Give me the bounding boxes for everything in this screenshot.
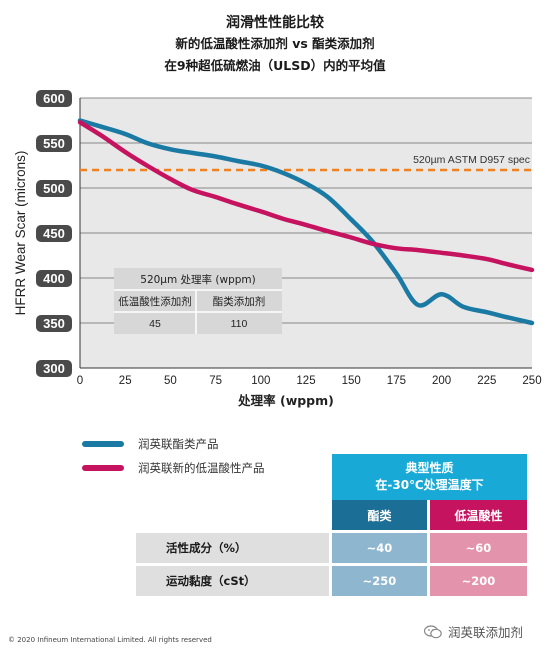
cell-viscosity-ester: ~250 (332, 566, 427, 596)
row-label-viscosity: 运动黏度（cSt） (136, 566, 329, 596)
y-tick-label: 600 (43, 91, 65, 106)
series-line-acid (77, 120, 535, 273)
cell-active-acid: ~60 (430, 533, 527, 563)
y-tick-badge (36, 360, 72, 377)
inset-table-header: 520µm 处理率 (wppm) (140, 273, 255, 286)
x-tick-label: 0 (77, 375, 83, 387)
x-tick-label: 200 (432, 375, 451, 387)
spec-reference-label: 520µm ASTM D957 spec (413, 154, 530, 166)
legend-swatch-acid (82, 465, 124, 471)
x-tick-label: 75 (209, 375, 222, 387)
properties-header-line1: 典型性质 (405, 461, 454, 475)
y-tick-label: 300 (43, 361, 65, 376)
y-tick-label: 400 (43, 271, 65, 286)
properties-col-ester: 酯类 (332, 500, 427, 530)
y-tick-badge (36, 225, 72, 242)
inset-table-value-acid: 45 (149, 318, 161, 330)
x-tick-label: 25 (119, 375, 132, 387)
y-tick-label: 450 (43, 226, 65, 241)
legend-item-acid: 润英联新的低温酸性产品 (82, 460, 265, 476)
properties-table-header: 典型性质 在-30℃处理温度下 (332, 454, 527, 500)
x-tick-label: 250 (522, 375, 541, 387)
line-chart: 300 350 400 450 500 550 600 0 25 50 75 100 125 150 175… (13, 90, 542, 408)
legend-label-ester: 润英联酯类产品 (138, 437, 219, 451)
x-tick-label: 100 (251, 375, 270, 387)
y-tick-badge (36, 135, 72, 152)
y-tick-label: 500 (43, 181, 65, 196)
series-line-ester (77, 118, 535, 326)
row-label-active: 活性成分（%） (136, 533, 329, 563)
inset-table-col-ester: 酯类添加剂 (213, 295, 266, 308)
y-tick-badge (36, 270, 72, 287)
y-tick-badge (36, 315, 72, 332)
chart-title: 润滑性性能比较 (226, 15, 324, 31)
x-tick-label: 175 (387, 375, 406, 387)
x-axis-title: 处理率 (wppm) (237, 393, 334, 408)
y-tick-badge (36, 90, 72, 107)
legend-swatch-ester (82, 441, 124, 447)
y-tick-badge (36, 180, 72, 197)
inset-table-col-acid: 低温酸性添加剂 (118, 295, 192, 308)
copyright-text: © 2020 Infineum International Limited. A… (8, 636, 212, 644)
y-tick-label: 550 (43, 136, 65, 151)
wechat-watermark: 润英联添加剂 (424, 622, 523, 641)
wechat-icon (424, 624, 442, 638)
inset-table-bg (114, 268, 282, 334)
legend-label-acid: 润英联新的低温酸性产品 (138, 461, 265, 475)
y-tick-label: 350 (43, 316, 65, 331)
properties-col-acid: 低温酸性 (430, 500, 527, 530)
legend-item-ester: 润英联酯类产品 (82, 436, 219, 452)
inset-table-value-ester: 110 (231, 318, 248, 330)
x-tick-label: 225 (477, 375, 496, 387)
x-tick-label: 125 (296, 375, 315, 387)
x-tick-label: 150 (342, 375, 361, 387)
cell-active-ester: ~40 (332, 533, 427, 563)
chart-subtitle-2: 在9种超低硫燃油（ULSD）内的平均值 (164, 58, 386, 73)
wechat-label: 润英联添加剂 (448, 625, 524, 640)
properties-header-line2: 在-30℃处理温度下 (375, 478, 484, 492)
y-axis-title: HFRR Wear Scar (microns) (13, 151, 28, 316)
cell-viscosity-acid: ~200 (430, 566, 527, 596)
x-tick-label: 50 (164, 375, 177, 387)
chart-subtitle: 新的低温酸性添加剂 vs 酯类添加剂 (175, 36, 375, 51)
